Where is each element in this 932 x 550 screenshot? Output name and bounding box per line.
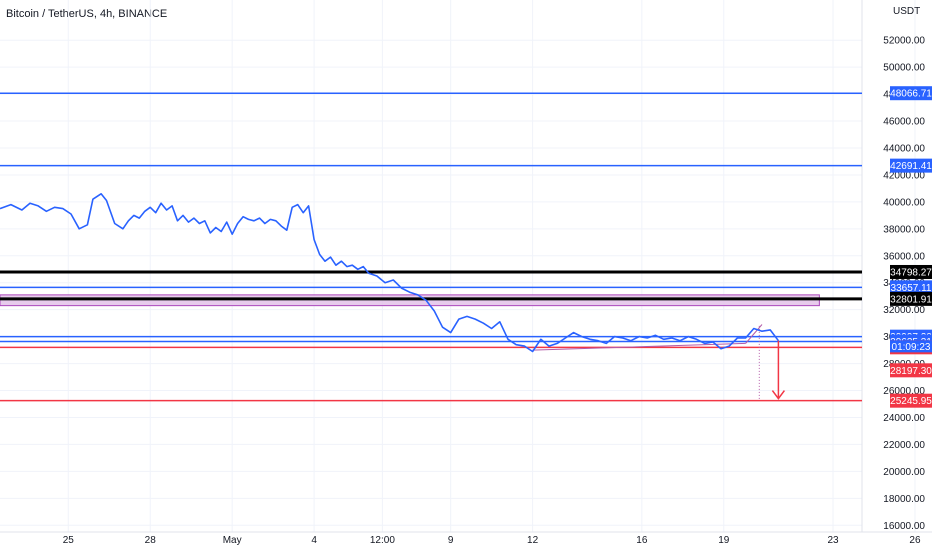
x-tick-label: 25 (63, 535, 75, 546)
trendlines (532, 324, 763, 401)
x-tick-label: 12:00 (370, 535, 395, 546)
price-line (0, 193, 780, 353)
x-tick-label: 23 (827, 535, 839, 546)
level-tag-bg (890, 158, 932, 173)
level-tag-bg (890, 291, 932, 306)
y-axis: USDT 16000.00 18000.00 20000.00 22000.00 2400… (883, 6, 932, 532)
y-tick-label: 24000.00 (883, 413, 925, 424)
countdown-label: 01:09:23 (892, 342, 931, 353)
countdown-bg (890, 340, 932, 353)
x-tick-label: 28 (145, 535, 157, 546)
price-series (0, 193, 780, 353)
y-axis-currency: USDT (893, 6, 920, 17)
y-tick-label: 36000.00 (883, 251, 925, 262)
y-tick-label: 16000.00 (883, 521, 925, 532)
x-tick-label: 19 (718, 535, 730, 546)
grid (0, 0, 932, 533)
x-tick-label: 16 (636, 535, 648, 546)
y-tick-label: 40000.00 (883, 197, 925, 208)
down-arrow (771, 340, 786, 400)
x-axis: 25 28 May 4 12:00 9 12 16 19 23 26 (63, 535, 921, 546)
x-tick-label: May (223, 535, 242, 546)
x-tick-label: 9 (448, 535, 454, 546)
level-tag: 33657.11 (891, 283, 932, 294)
y-tick-label: 18000.00 (883, 494, 925, 505)
y-tick-label: 42000.00 (883, 170, 925, 181)
x-tick-label: 12 (527, 535, 539, 546)
chart-title: Bitcoin / TetherUS, 4h, BINANCE (6, 8, 168, 20)
y-tick-label: 46000.00 (883, 117, 925, 128)
current-price-tag-bg (890, 363, 932, 378)
arrow-head (771, 390, 786, 400)
trendline-up (745, 324, 763, 344)
level-tag-bg (890, 393, 932, 408)
level-tag: 32801.91 (890, 294, 932, 305)
y-tick-label: 26000.00 (883, 386, 925, 397)
level-tag-bg (890, 86, 932, 101)
y-tick-label: 52000.00 (883, 36, 925, 47)
y-tick-label: 22000.00 (883, 440, 925, 451)
level-tag: 42691.41 (890, 161, 932, 172)
level-tag: 48066.71 (890, 89, 932, 100)
current-price-tag: 28197.30 (890, 366, 932, 377)
y-tick-label: 44000.00 (883, 144, 925, 155)
y-tick-label: 38000.00 (883, 224, 925, 235)
horizontal-levels (0, 92, 862, 402)
y-tick-label: 32000.00 (883, 305, 925, 316)
y-tick-label: 20000.00 (883, 467, 925, 478)
level-tag-bg (890, 280, 932, 295)
level-tag-bg (890, 264, 932, 279)
trendline (532, 342, 746, 351)
level-tag: 34798.27 (890, 267, 932, 278)
x-tick-label: 26 (909, 535, 921, 546)
level-tag: 25245.95 (890, 396, 932, 407)
y-tick-label: 50000.00 (883, 63, 925, 74)
x-tick-label: 4 (311, 535, 317, 546)
